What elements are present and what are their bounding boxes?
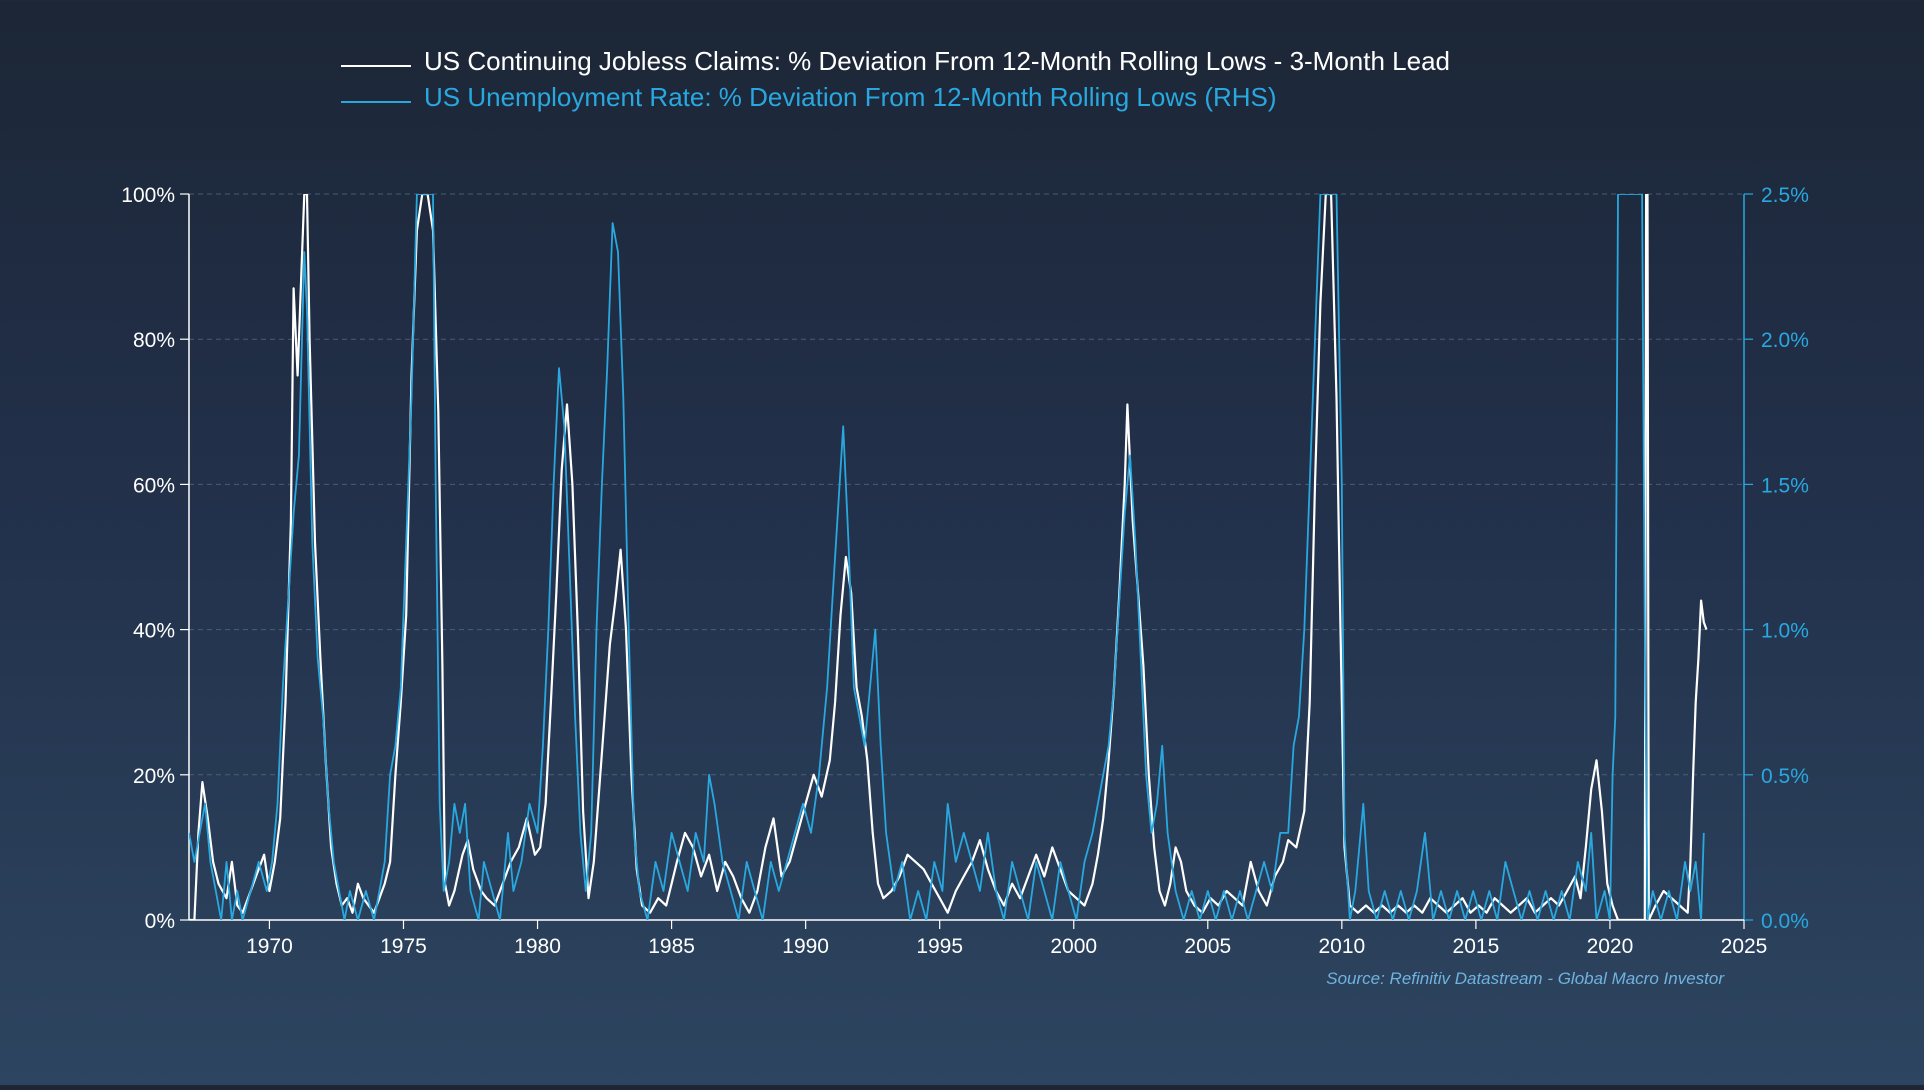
x-tick-label: 1970 xyxy=(246,935,293,958)
x-tick-label: 2010 xyxy=(1318,935,1365,958)
x-tick-label: 2025 xyxy=(1721,935,1768,958)
gridlines xyxy=(189,193,1744,776)
right-y-axis: 0.0% 0.5% 1.0% 1.5% 2.0% 2.5% xyxy=(1743,184,1809,933)
right-tick-label: 2.5% xyxy=(1761,184,1809,207)
legend-label-unemployment: US Unemployment Rate: % Deviation From 1… xyxy=(424,82,1277,112)
legend-label-claims: US Continuing Jobless Claims: % Deviatio… xyxy=(424,46,1450,76)
right-tick-label: 1.0% xyxy=(1761,620,1809,643)
source-note: Source: Refinitiv Datastream - Global Ma… xyxy=(1326,969,1725,988)
x-tick-label: 2000 xyxy=(1050,935,1097,958)
left-tick-label: 80% xyxy=(133,329,175,352)
x-tick-label: 1995 xyxy=(916,935,963,958)
x-tick-label: 1980 xyxy=(514,935,561,958)
series-line-unemployment xyxy=(189,194,1705,920)
right-tick-label: 0.5% xyxy=(1761,765,1809,788)
left-tick-label: 40% xyxy=(133,620,175,643)
left-tick-label: 60% xyxy=(133,474,175,497)
left-tick-label: 0% xyxy=(145,910,175,933)
left-tick-label: 20% xyxy=(133,765,175,788)
x-tick-label: 1990 xyxy=(782,935,829,958)
left-y-axis: 0% 20% 40% 60% 80% 100% xyxy=(121,184,190,933)
right-tick-label: 2.0% xyxy=(1761,329,1809,352)
plot-area xyxy=(189,194,1708,920)
x-tick-label: 2005 xyxy=(1184,935,1231,958)
x-tick-label: 2020 xyxy=(1587,935,1634,958)
left-tick-label: 100% xyxy=(121,184,175,207)
x-tick-label: 1985 xyxy=(648,935,695,958)
x-tick-label: 1975 xyxy=(380,935,427,958)
right-tick-label: 0.0% xyxy=(1761,910,1809,933)
legend: US Continuing Jobless Claims: % Deviatio… xyxy=(341,46,1450,112)
x-axis: 1970 1975 1980 1985 1990 1995 2000 2005 2010 2015… xyxy=(189,919,1768,958)
right-tick-label: 1.5% xyxy=(1761,474,1809,497)
x-tick-label: 2015 xyxy=(1453,935,1500,958)
